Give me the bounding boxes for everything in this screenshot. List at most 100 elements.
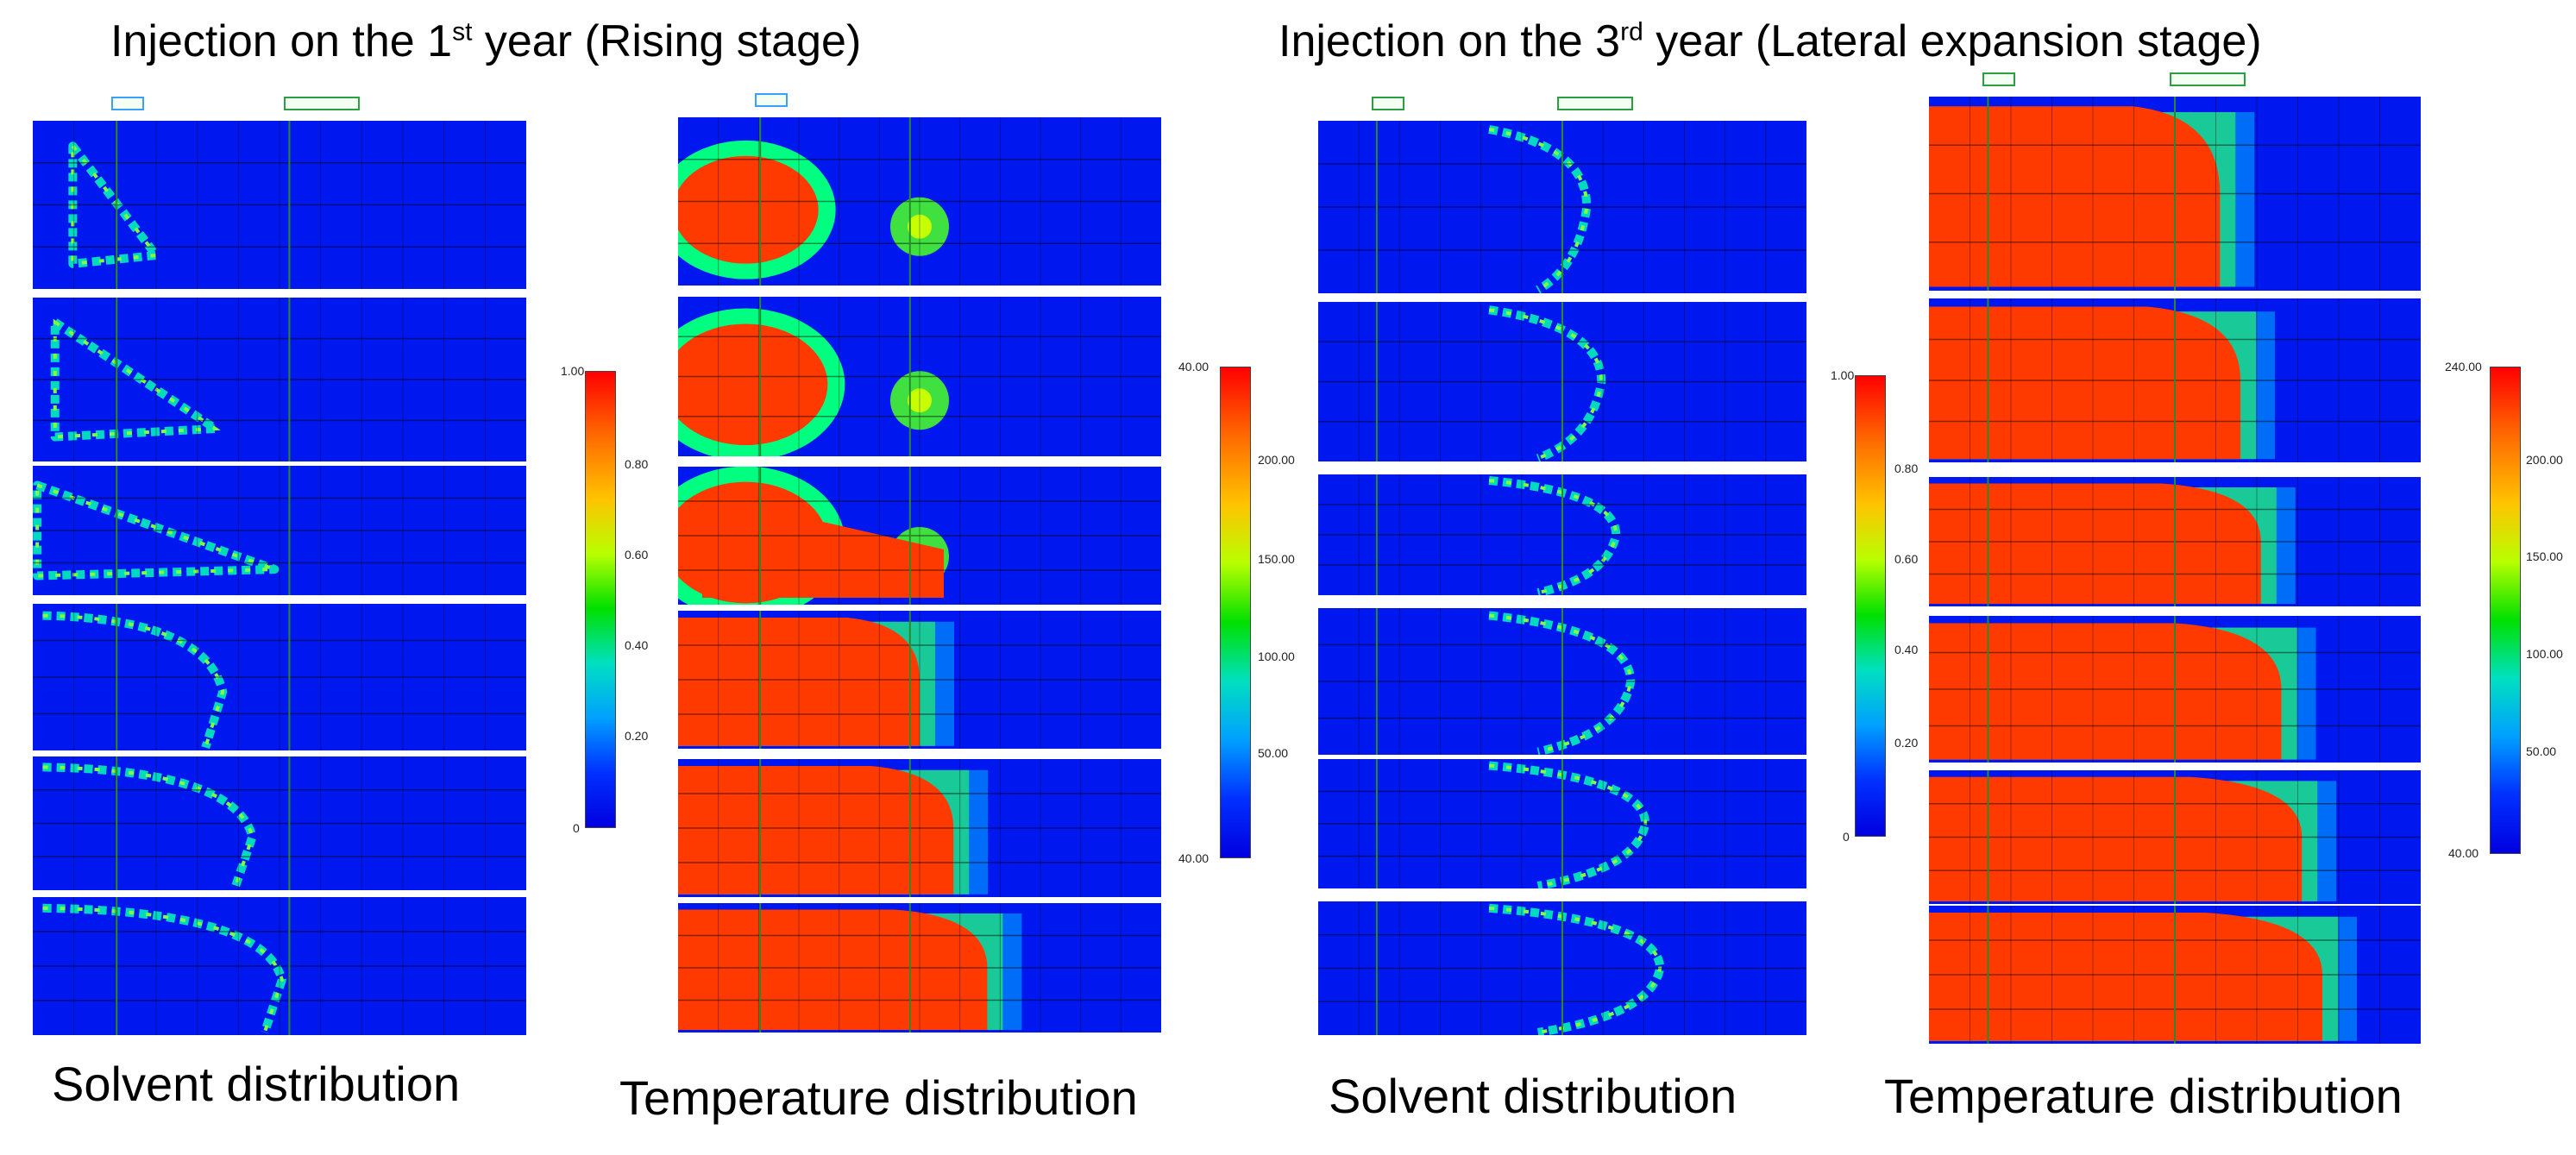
simulation-field — [33, 466, 526, 595]
heat-spot-core — [908, 214, 932, 239]
colorbar-tick: 40.00 — [1178, 360, 1209, 373]
simulation-field — [33, 121, 526, 289]
simulation-panel — [678, 611, 1161, 749]
title-left: Injection on the 1st year (Rising stage) — [110, 16, 862, 66]
well-marker-tag — [1371, 97, 1404, 110]
colorbar-tick: 0.60 — [1894, 552, 1919, 566]
colorbar-tick: 0 — [1843, 830, 1850, 844]
solvent-front-peak — [35, 482, 275, 578]
solvent-front — [42, 903, 286, 1034]
simulation-panel — [33, 466, 526, 595]
colorbar-tick: 0.40 — [1894, 643, 1919, 656]
caption-solvent-2: Solvent distribution — [1329, 1069, 1737, 1123]
simulation-panel — [1318, 302, 1806, 461]
simulation-field — [678, 117, 1161, 286]
heat-chamber-tail — [702, 486, 944, 598]
solvent-front — [1488, 903, 1665, 1035]
solvent-front — [42, 611, 228, 750]
simulation-field — [1318, 474, 1806, 595]
steam-chamber — [1929, 776, 2303, 901]
colorbar-tick: 1.00 — [1831, 368, 1855, 382]
simulation-panel — [678, 467, 1161, 605]
colorbar-temp-1-gradient — [1220, 367, 1251, 858]
solvent-front-peak — [1488, 613, 1633, 754]
simulation-field — [678, 611, 1161, 749]
solvent-front-peak — [1488, 906, 1662, 1034]
simulation-panel — [33, 604, 526, 750]
simulation-panel — [1318, 901, 1806, 1035]
solvent-front-peak — [42, 765, 254, 888]
colorbar-tick: 40.00 — [2448, 846, 2479, 860]
simulation-field — [678, 297, 1161, 456]
colorbar-temp-2-gradient — [2490, 367, 2521, 854]
simulation-panel — [1929, 616, 2421, 763]
colorbar-tick: 0.80 — [625, 457, 649, 471]
simulation-panel — [678, 117, 1161, 286]
colorbar-solvent-1: 1.00 0.80 0.60 0.40 0.20 0 — [561, 364, 680, 835]
steam-chamber — [1929, 483, 2261, 604]
simulation-panel — [1318, 474, 1806, 595]
colorbar-tick: 150.00 — [2526, 549, 2563, 563]
simulation-panel — [678, 297, 1161, 456]
colorbar-tick: 0.80 — [1894, 461, 1919, 475]
simulation-field — [33, 897, 526, 1035]
simulation-panel — [33, 897, 526, 1035]
solvent-front — [1488, 761, 1650, 888]
field-background — [33, 466, 526, 595]
colorbar-solvent-2-gradient — [1855, 375, 1886, 837]
well-marker-tag — [1982, 72, 2016, 86]
colorbar-tick: 0.40 — [625, 638, 649, 652]
simulation-panel — [1929, 477, 2421, 606]
simulation-field — [678, 903, 1161, 1033]
simulation-field — [678, 759, 1161, 897]
colorbar-tick: 0.20 — [1894, 736, 1919, 750]
colorbar-tick: 0 — [573, 821, 580, 835]
steam-chamber — [678, 618, 920, 746]
simulation-panel — [1929, 298, 2421, 462]
simulation-field — [1929, 97, 2421, 291]
simulation-panel — [1318, 608, 1806, 755]
steam-chamber — [1929, 306, 2240, 460]
simulation-panel — [678, 759, 1161, 897]
colorbar-tick: 40.00 — [1178, 851, 1209, 865]
steam-chamber — [1929, 106, 2221, 287]
simulation-panel — [1929, 906, 2421, 1044]
simulation-panel — [678, 903, 1161, 1033]
colorbar-tick: 200.00 — [1258, 453, 1295, 467]
solvent-front-peak — [1488, 763, 1648, 888]
simulation-field — [1929, 616, 2421, 763]
field-background — [33, 756, 526, 890]
simulation-panel — [1318, 759, 1806, 888]
colorbar-temp-1: 40.00 200.00 150.00 100.00 50.00 40.00 — [1178, 360, 1315, 865]
well-marker-tag — [755, 93, 789, 107]
caption-solvent-1: Solvent distribution — [52, 1057, 461, 1111]
simulation-panel — [33, 756, 526, 890]
well-marker-tag — [111, 97, 145, 110]
caption-temperature-2: Temperature distribution — [1884, 1069, 2403, 1123]
solvent-front-peak — [71, 141, 160, 266]
caption-temperature-1: Temperature distribution — [619, 1070, 1138, 1125]
solvent-front-peak — [1488, 308, 1604, 461]
simulation-field — [678, 467, 1161, 605]
colorbar-tick: 150.00 — [1258, 552, 1295, 566]
simulation-field — [1929, 298, 2421, 462]
well-marker-tag — [1557, 97, 1633, 110]
colorbar-tick: 100.00 — [1258, 650, 1295, 663]
simulation-panel — [33, 298, 526, 461]
steam-chamber — [1929, 623, 2282, 760]
colorbar-tick: 100.00 — [2526, 647, 2563, 661]
colorbar-solvent-1-gradient — [585, 371, 616, 828]
well-marker-tag — [284, 97, 361, 110]
field-background — [33, 604, 526, 750]
simulation-panel — [1929, 770, 2421, 904]
simulation-field — [1929, 906, 2421, 1044]
colorbar-tick: 200.00 — [2526, 453, 2563, 467]
steam-chamber — [678, 766, 954, 894]
simulation-field — [1318, 302, 1806, 461]
steam-chamber — [678, 909, 988, 1030]
colorbar-tick: 0.60 — [625, 548, 649, 562]
heat-chamber — [678, 323, 828, 446]
simulation-field — [1929, 770, 2421, 904]
simulation-panel — [1318, 121, 1806, 293]
colorbar-tick: 240.00 — [2445, 360, 2482, 373]
